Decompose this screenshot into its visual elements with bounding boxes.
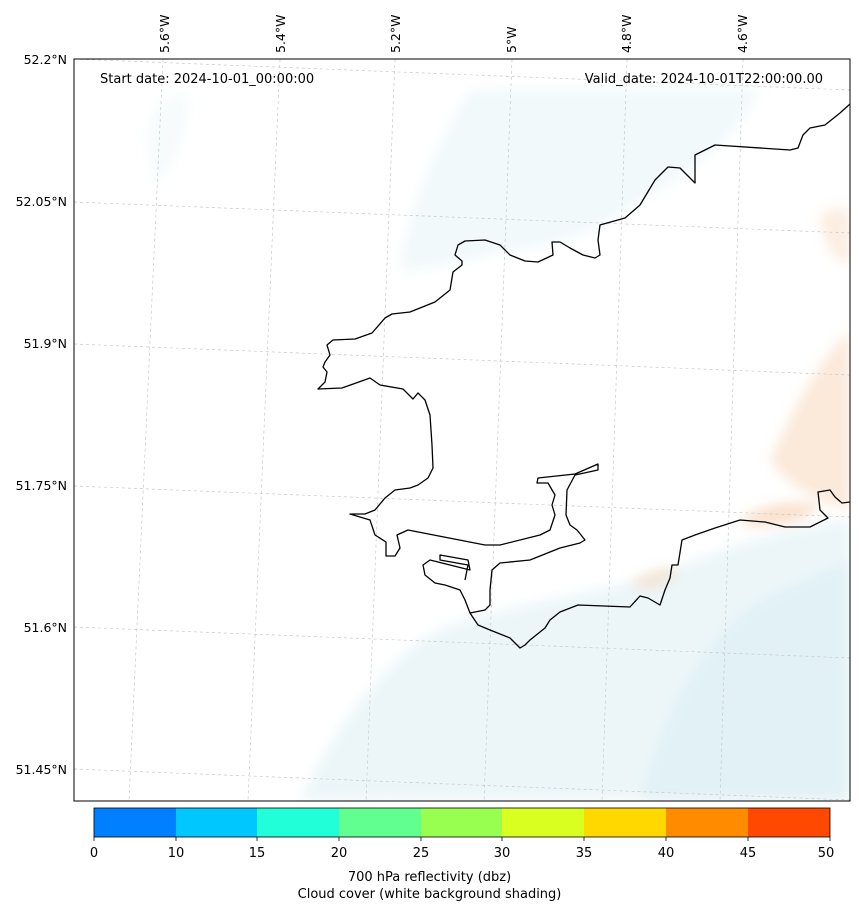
colorbar-tick: 35 xyxy=(576,846,593,861)
lon-label: 4.6°W xyxy=(735,15,750,54)
colorbar-tick: 10 xyxy=(168,846,185,861)
map-frame xyxy=(73,58,851,802)
longitude-labels: 5.6°W 5.4°W 5.2°W 5°W 4.8°W 4.6°W xyxy=(157,15,750,54)
coastline xyxy=(317,103,850,649)
reflectivity-area-east xyxy=(770,330,850,510)
colorbar-tick: 15 xyxy=(249,846,266,861)
cloud-area-southeast xyxy=(640,560,850,801)
reflectivity-area-south xyxy=(630,568,680,590)
colorbar-frame xyxy=(93,807,831,838)
cloud-area-north xyxy=(400,90,760,270)
colorbar-segment xyxy=(502,808,584,837)
lon-label: 5°W xyxy=(504,26,519,53)
colorbar-segment xyxy=(339,808,421,837)
map-panel[interactable] xyxy=(74,59,850,801)
colorbar-tick: 25 xyxy=(413,846,430,861)
lat-label: 51.9°N xyxy=(24,336,67,351)
colorbar-tick: 45 xyxy=(740,846,757,861)
colorbar-segment xyxy=(176,808,258,837)
lat-label: 52.05°N xyxy=(16,194,67,209)
lon-label: 4.8°W xyxy=(619,15,634,54)
colorbar-segment xyxy=(257,808,339,837)
colorbar-segment xyxy=(748,808,830,837)
cloud-cover-shading xyxy=(147,90,850,801)
reflectivity-shading xyxy=(630,207,850,590)
lat-label: 51.6°N xyxy=(24,620,67,635)
colorbar-tick: 50 xyxy=(818,846,835,861)
colorbar-title: 700 hPa reflectivity (dbz) xyxy=(347,870,512,885)
colorbar-segment xyxy=(94,808,176,837)
valid-date-label: Valid_date: 2024-10-01T22:00:00.00 xyxy=(585,72,823,87)
lat-label: 51.45°N xyxy=(16,762,67,777)
colorbar-tick: 20 xyxy=(331,846,348,861)
colorbar: 0 10 15 20 25 30 35 40 45 50 xyxy=(90,807,835,861)
lon-label: 5.4°W xyxy=(273,15,288,54)
start-date-label: Start date: 2024-10-01_00:00:00 xyxy=(100,72,314,87)
colorbar-segment xyxy=(666,808,748,837)
lat-label: 52.2°N xyxy=(24,52,67,67)
colorbar-segment xyxy=(421,808,503,837)
lat-label: 51.75°N xyxy=(16,478,67,493)
colorbar-tick: 40 xyxy=(658,846,675,861)
lon-label: 5.2°W xyxy=(388,15,403,54)
colorbar-tick: 30 xyxy=(494,846,511,861)
latitude-labels: 52.2°N 52.05°N 51.9°N 51.75°N 51.6°N 51.… xyxy=(16,52,67,777)
graticule xyxy=(74,59,850,801)
colorbar-segment xyxy=(584,808,666,837)
colorbar-tick: 0 xyxy=(90,846,98,861)
colorbar-subtitle: Cloud cover (white background shading) xyxy=(297,887,562,902)
reflectivity-area-north xyxy=(820,207,850,265)
reflectivity-area-coast xyxy=(740,503,820,526)
lon-label: 5.6°W xyxy=(157,15,172,54)
